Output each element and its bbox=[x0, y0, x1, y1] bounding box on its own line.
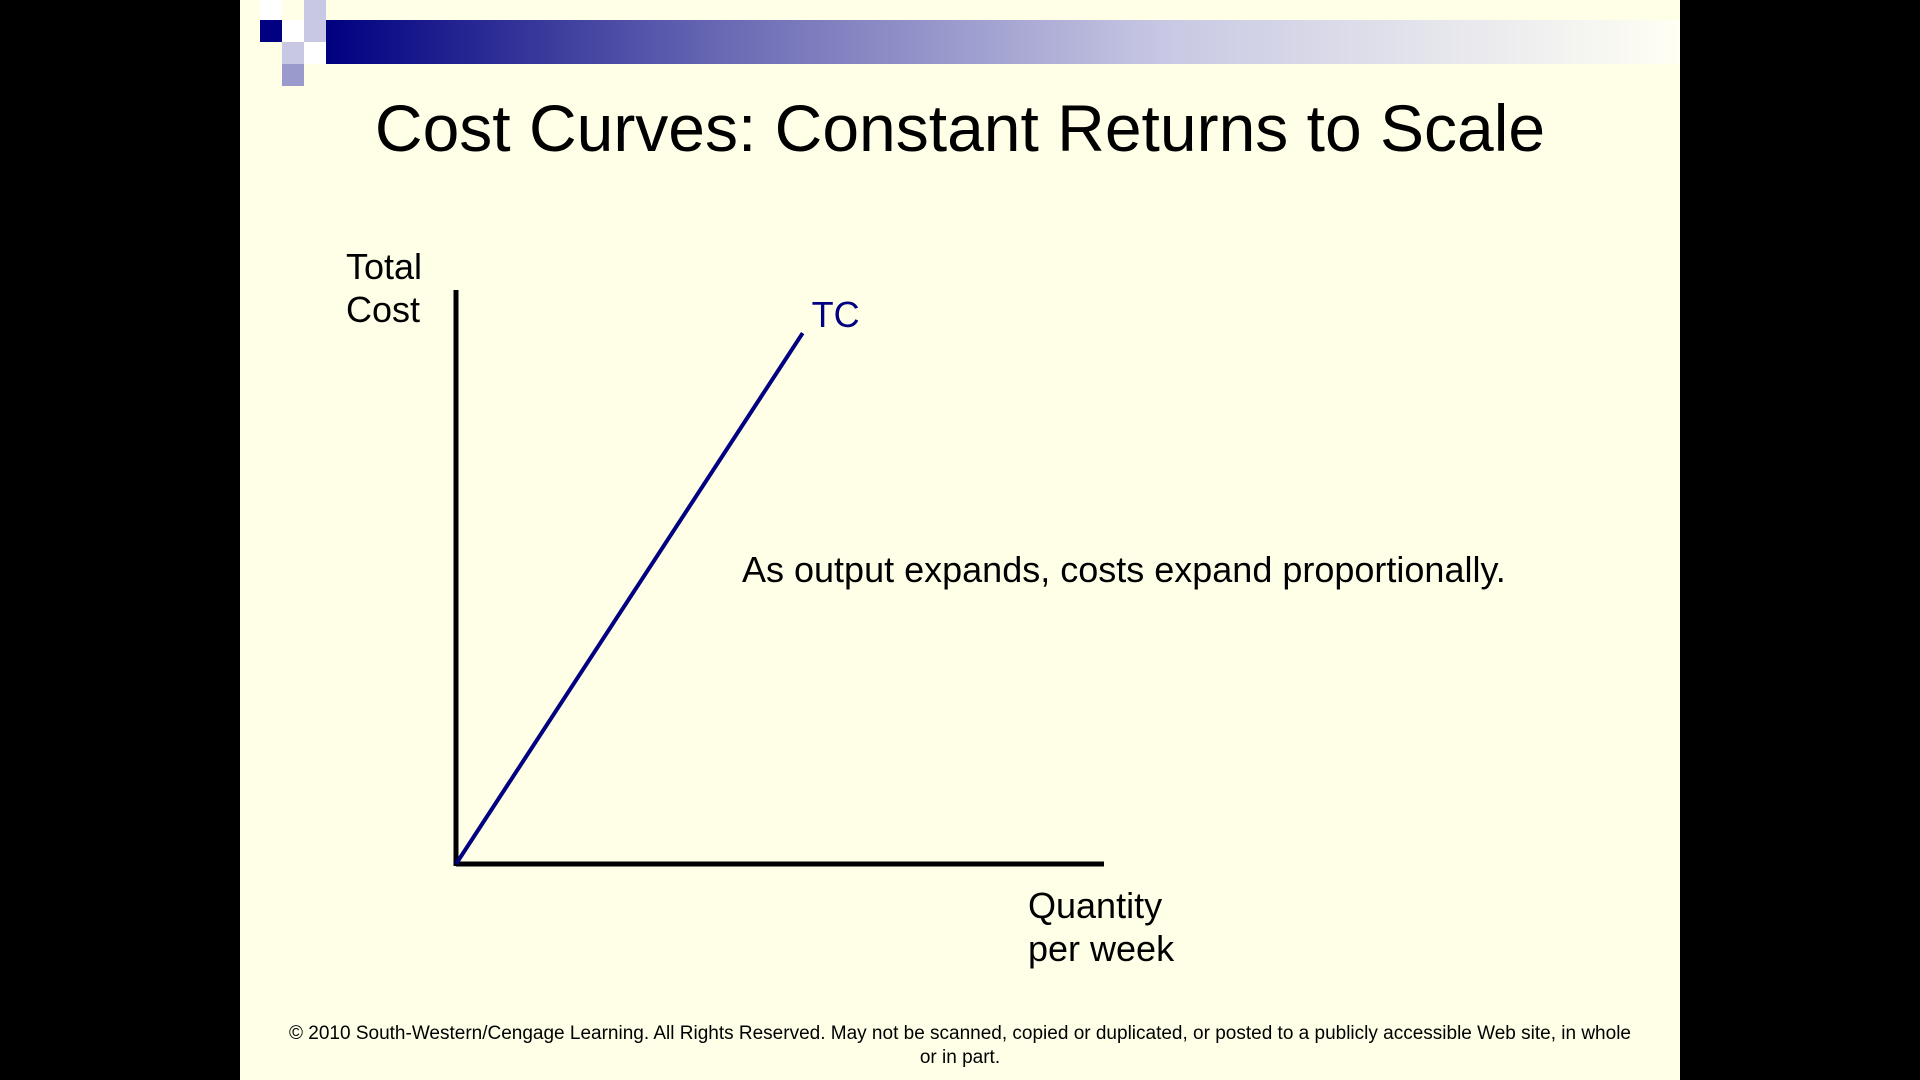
decorative-square bbox=[304, 0, 326, 22]
header-gradient-bar bbox=[326, 20, 1680, 64]
x-axis-label-line-1: Quantity bbox=[1028, 885, 1162, 926]
series-label-tc: TC bbox=[812, 294, 860, 335]
decorative-square bbox=[304, 42, 326, 64]
decorative-square bbox=[282, 42, 304, 64]
decorative-square bbox=[260, 0, 282, 22]
series-layer: TC bbox=[454, 294, 860, 866]
series-line-tc bbox=[454, 331, 805, 866]
tc-chart: TC Total Cost Quantity per week As outpu… bbox=[346, 246, 1506, 969]
decorative-square bbox=[260, 20, 282, 42]
decorative-square bbox=[282, 20, 304, 42]
chart-annotation: As output expands, costs expand proporti… bbox=[742, 549, 1506, 590]
y-axis-label-line-1: Total bbox=[346, 246, 422, 287]
decorative-square bbox=[282, 64, 304, 86]
slide: Cost Curves: Constant Returns to Scale T… bbox=[240, 0, 1680, 1080]
x-axis-label-line-2: per week bbox=[1028, 928, 1175, 969]
decorative-square bbox=[304, 20, 326, 42]
y-axis-label-line-2: Cost bbox=[346, 289, 420, 330]
slide-title: Cost Curves: Constant Returns to Scale bbox=[374, 91, 1546, 165]
copyright-footer: © 2010 South-Western/Cengage Learning. A… bbox=[289, 1023, 1631, 1068]
